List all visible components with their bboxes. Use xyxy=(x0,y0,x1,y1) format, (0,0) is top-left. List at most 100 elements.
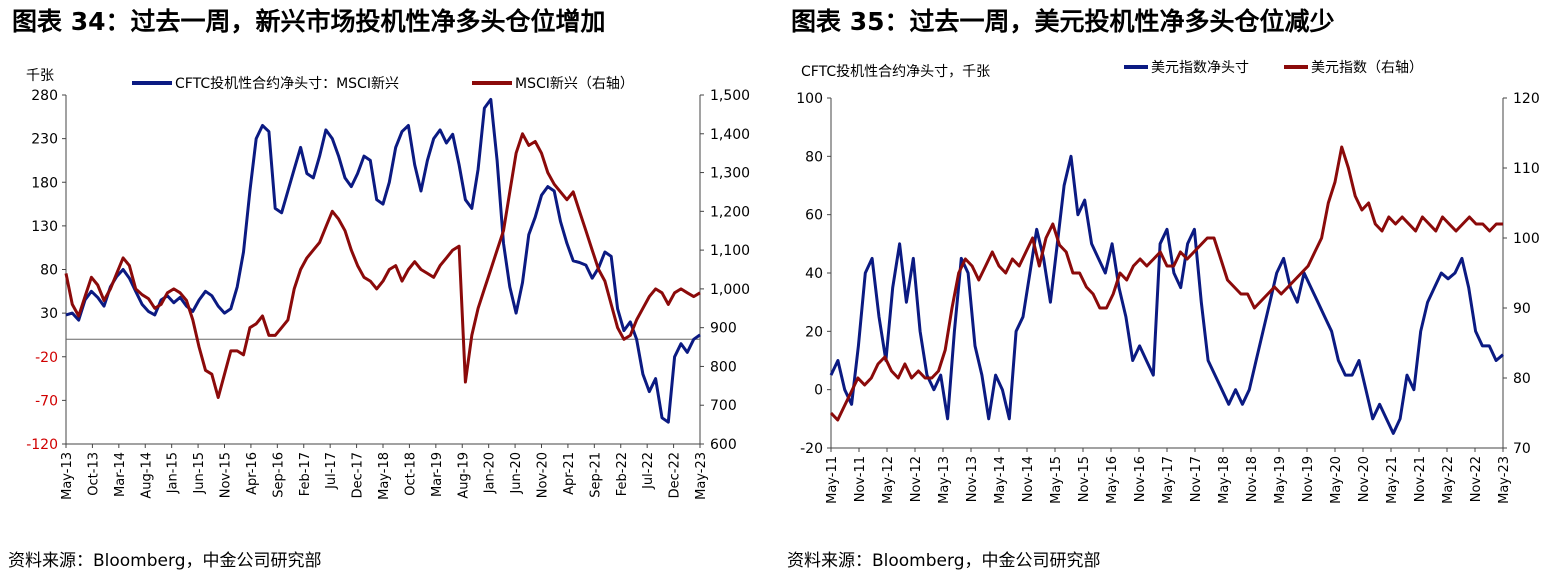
y-left-tick-label: -20 xyxy=(35,350,58,366)
y-left-tick-label: 60 xyxy=(805,208,823,224)
y-left-tick-label: 280 xyxy=(31,88,58,104)
y-left-tick-label: -70 xyxy=(35,393,58,409)
x-tick-label: Nov-20 xyxy=(1357,456,1372,502)
y-left-tick-label: 80 xyxy=(805,149,823,165)
y-right-tick-label: 120 xyxy=(1513,91,1540,107)
x-tick-label: May-13 xyxy=(60,452,75,500)
x-tick-label: May-17 xyxy=(1161,456,1176,504)
y-right-tick-label: 70 xyxy=(1513,441,1531,457)
y-left-tick-label: 20 xyxy=(805,324,823,340)
x-tick-label: May-16 xyxy=(1105,456,1120,504)
y-right-tick-label: 900 xyxy=(710,321,737,337)
x-tick-label: Nov-21 xyxy=(1413,456,1428,502)
y-right-tick-label: 1,000 xyxy=(710,282,750,298)
y-left-tick-label: 0 xyxy=(814,383,823,399)
x-tick-label: May-18 xyxy=(1217,456,1232,504)
x-tick-label: Sep-16 xyxy=(271,452,286,498)
y-left-tick-label: -20 xyxy=(800,441,823,457)
y-right-tick-label: 700 xyxy=(710,398,737,414)
x-tick-label: Nov-16 xyxy=(1133,456,1148,502)
y-right-tick-label: 1,300 xyxy=(710,166,750,182)
x-tick-label: Feb-17 xyxy=(298,452,313,496)
y-right-tick-label: 600 xyxy=(710,437,737,453)
x-tick-label: May-23 xyxy=(694,452,709,500)
x-tick-label: Feb-22 xyxy=(615,452,630,496)
x-tick-label: May-12 xyxy=(881,456,896,504)
x-tick-label: Aug-19 xyxy=(456,452,471,499)
chart-title: 图表 34：过去一周，新兴市场投机性净多头仓位增加 xyxy=(12,7,606,36)
y-right-tick-label: 100 xyxy=(1513,231,1540,247)
x-tick-label: Jun-15 xyxy=(192,452,207,495)
y-right-tick-label: 1,400 xyxy=(710,127,750,143)
x-tick-label: Nov-15 xyxy=(1077,456,1092,502)
x-tick-label: Jul-22 xyxy=(641,452,656,490)
x-tick-label: May-14 xyxy=(993,456,1008,504)
x-tick-label: Nov-13 xyxy=(965,456,980,502)
series-line-2 xyxy=(829,145,1503,422)
y-left-tick-label: 30 xyxy=(40,306,58,322)
x-tick-label: Jul-17 xyxy=(324,452,339,490)
x-tick-label: Dec-17 xyxy=(351,452,366,498)
source-note: 资料来源：Bloomberg，中金公司研究部 xyxy=(787,551,1101,571)
y-left-tick-label: 230 xyxy=(31,132,58,148)
x-tick-label: Apr-21 xyxy=(562,452,577,495)
x-tick-label: May-19 xyxy=(1273,456,1288,504)
y-right-tick-label: 1,100 xyxy=(710,243,750,259)
y-right-tick-label: 1,500 xyxy=(710,88,750,104)
source-note: 资料来源：Bloomberg，中金公司研究部 xyxy=(8,551,322,571)
x-tick-label: May-11 xyxy=(825,456,840,504)
y-left-tick-label: 100 xyxy=(796,91,823,107)
x-tick-label: Nov-14 xyxy=(1021,456,1036,502)
x-tick-label: May-22 xyxy=(1441,456,1456,504)
x-tick-label: May-20 xyxy=(1329,456,1344,504)
x-tick-label: Nov-18 xyxy=(1245,456,1260,502)
series-line-2 xyxy=(64,132,701,399)
x-tick-label: May-21 xyxy=(1385,456,1400,504)
y-left-tick-label: 80 xyxy=(40,263,58,279)
legend-label-1: CFTC投机性合约净头寸：MSCI新兴 xyxy=(175,76,399,92)
x-tick-label: Jun-20 xyxy=(509,452,524,495)
y-right-tick-label: 800 xyxy=(710,359,737,375)
chart-panel-35: 图表 35：过去一周，美元投机性净多头仓位减少 -20 0 20 40 60 80 100 7… xyxy=(779,0,1558,580)
chart-svg: -120 -70 -20 30 80 130 180 230 280 600 700 800 900 1,… xyxy=(26,68,750,500)
x-tick-label: Nov-11 xyxy=(853,456,868,502)
y-left-tick-label: -120 xyxy=(26,437,58,453)
y-right-tick-label: 80 xyxy=(1513,371,1531,387)
x-tick-label: Dec-22 xyxy=(668,452,683,498)
legend-label-1: 美元指数净头寸 xyxy=(1151,60,1249,76)
x-tick-label: Sep-21 xyxy=(588,452,603,498)
x-tick-label: May-13 xyxy=(937,456,952,504)
chart-panel-34: 图表 34：过去一周，新兴市场投机性净多头仓位增加 -120 -70 -20 30 80… xyxy=(8,7,750,571)
chart-title: 图表 35：过去一周，美元投机性净多头仓位减少 xyxy=(791,7,1335,36)
y-left-tick-label: 130 xyxy=(31,219,58,235)
x-tick-label: Nov-22 xyxy=(1469,456,1484,502)
unit-label: 千张 xyxy=(26,68,54,84)
x-tick-label: Nov-15 xyxy=(219,452,234,498)
x-tick-label: Mar-19 xyxy=(430,452,445,497)
x-tick-label: May-23 xyxy=(1497,456,1512,504)
x-tick-label: Aug-14 xyxy=(139,452,154,499)
series-line-1 xyxy=(829,154,1504,435)
legend-label-2: 美元指数（右轴） xyxy=(1311,60,1423,76)
y-left-tick-label: 40 xyxy=(805,266,823,282)
x-tick-label: Nov-12 xyxy=(909,456,924,502)
series-line-1 xyxy=(65,97,701,424)
x-tick-label: Jan-20 xyxy=(483,452,498,494)
x-tick-label: Apr-16 xyxy=(245,452,260,495)
x-tick-label: May-15 xyxy=(1049,456,1064,504)
x-tick-label: Jan-15 xyxy=(166,452,181,494)
x-tick-label: Nov-19 xyxy=(1301,456,1316,502)
x-tick-label: Oct-18 xyxy=(403,452,418,496)
y-right-tick-label: 1,200 xyxy=(710,204,750,220)
y-right-tick-label: 90 xyxy=(1513,301,1531,317)
chart-svg: -20 0 20 40 60 80 100 70 80 90 100 110 120 May-11 Nov-… xyxy=(796,60,1540,504)
legend-label-2: MSCI新兴（右轴） xyxy=(515,76,634,92)
y-left-tick-label: 180 xyxy=(31,175,58,191)
x-tick-label: Oct-13 xyxy=(86,452,101,496)
x-tick-label: Mar-14 xyxy=(113,452,128,497)
x-tick-label: Nov-20 xyxy=(536,452,551,498)
unit-label: CFTC投机性合约净头寸，千张 xyxy=(801,64,990,80)
x-tick-label: May-18 xyxy=(377,452,392,500)
y-right-tick-label: 110 xyxy=(1513,161,1540,177)
x-tick-label: Nov-17 xyxy=(1189,456,1204,502)
